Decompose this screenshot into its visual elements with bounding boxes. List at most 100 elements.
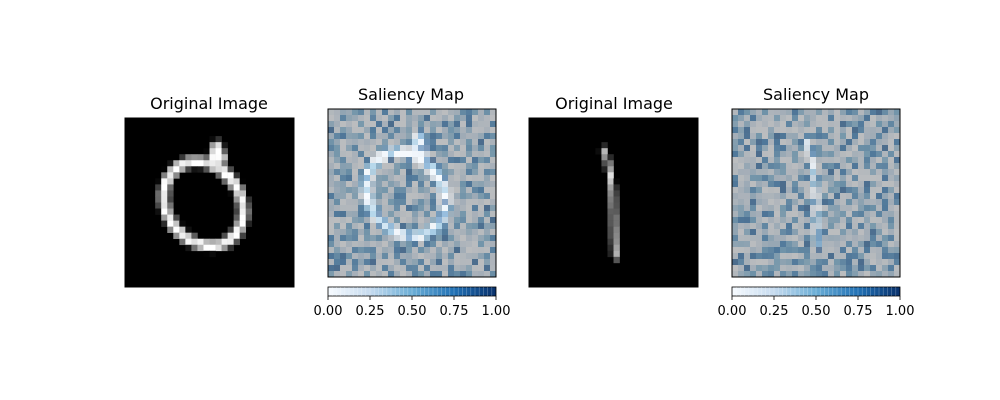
pixel	[203, 238, 210, 246]
saliency-cell	[370, 175, 377, 182]
saliency-cell	[460, 193, 467, 200]
saliency-cell	[858, 169, 865, 176]
saliency-cell	[430, 223, 437, 230]
saliency-cell	[478, 193, 485, 200]
pixel	[155, 208, 162, 215]
saliency-cell	[442, 229, 449, 236]
saliency-cell	[334, 151, 341, 158]
saliency-cell	[798, 133, 805, 140]
saliency-cell	[370, 205, 377, 212]
saliency-cell	[466, 157, 473, 164]
saliency-cell	[888, 133, 895, 140]
saliency-cell	[328, 211, 335, 218]
saliency-cell	[846, 109, 853, 116]
saliency-cell	[364, 181, 371, 188]
saliency-cell	[430, 205, 437, 212]
saliency-cell	[418, 127, 425, 134]
saliency-cell	[358, 133, 365, 140]
saliency-cell	[400, 199, 407, 206]
saliency-cell	[756, 145, 763, 152]
pixel	[607, 238, 614, 246]
saliency-cell	[484, 187, 491, 194]
saliency-cell	[394, 211, 401, 218]
saliency-cell	[816, 133, 823, 140]
saliency-cell	[852, 205, 859, 212]
saliency-cell	[460, 121, 467, 128]
saliency-cell	[888, 163, 895, 170]
saliency-cell	[810, 271, 817, 278]
saliency-cell	[822, 121, 829, 128]
saliency-cell	[472, 163, 479, 170]
saliency-cell	[472, 259, 479, 266]
saliency-cell	[888, 187, 895, 194]
saliency-cell	[852, 139, 859, 146]
pixel	[221, 142, 228, 149]
saliency-cell	[400, 127, 407, 134]
saliency-cell	[334, 187, 341, 194]
saliency-cell	[780, 121, 787, 128]
saliency-cell	[882, 133, 889, 140]
pixel	[613, 250, 620, 258]
saliency-cell	[894, 211, 901, 218]
saliency-cell	[738, 271, 745, 278]
saliency-cell	[846, 199, 853, 206]
saliency-cell	[352, 253, 359, 260]
saliency-cell	[472, 109, 479, 116]
saliency-cell	[442, 217, 449, 224]
saliency-cell	[888, 205, 895, 212]
saliency-cell	[810, 223, 817, 230]
saliency-cell	[388, 181, 395, 188]
saliency-cell	[478, 271, 485, 278]
saliency-cell	[786, 163, 793, 170]
saliency-cell	[810, 109, 817, 116]
saliency-cell	[768, 109, 775, 116]
saliency-cell	[804, 121, 811, 128]
saliency-cell	[418, 265, 425, 272]
pixel	[209, 142, 216, 149]
saliency-cell	[370, 247, 377, 254]
saliency-cell	[406, 145, 413, 152]
panel-title: Saliency Map	[358, 85, 464, 104]
saliency-cell	[738, 241, 745, 248]
saliency-cell	[400, 241, 407, 248]
saliency-cell	[388, 271, 395, 278]
saliency-cell	[744, 217, 751, 224]
saliency-cell	[406, 169, 413, 176]
saliency-cell	[882, 229, 889, 236]
saliency-cell	[876, 271, 883, 278]
saliency-cell	[768, 235, 775, 242]
saliency-cell	[864, 253, 871, 260]
saliency-cell	[424, 145, 431, 152]
saliency-cell	[792, 145, 799, 152]
saliency-cell	[430, 175, 437, 182]
saliency-cell	[798, 175, 805, 182]
pixel	[233, 232, 240, 240]
saliency-cell	[376, 241, 383, 248]
saliency-cell	[466, 127, 473, 134]
saliency-cell	[466, 139, 473, 146]
saliency-cell	[852, 109, 859, 116]
pixel	[173, 232, 180, 240]
panel-original-1: Original Image	[528, 94, 699, 288]
saliency-cell	[448, 241, 455, 248]
saliency-cell	[768, 265, 775, 272]
saliency-cell	[816, 163, 823, 170]
saliency-cell	[786, 259, 793, 266]
saliency-cell	[442, 127, 449, 134]
saliency-cell	[762, 139, 769, 146]
pixel	[203, 148, 210, 155]
saliency-cell	[858, 175, 865, 182]
pixel	[221, 166, 228, 173]
saliency-cell	[352, 211, 359, 218]
saliency-cell	[780, 223, 787, 230]
saliency-cell	[738, 169, 745, 176]
saliency-cell	[792, 265, 799, 272]
pixel	[197, 238, 204, 246]
saliency-cell	[352, 169, 359, 176]
pixel	[613, 208, 620, 215]
saliency-cell	[804, 223, 811, 230]
saliency-cell	[876, 205, 883, 212]
pixel	[161, 202, 168, 209]
saliency-cell	[888, 247, 895, 254]
saliency-cell	[460, 133, 467, 140]
